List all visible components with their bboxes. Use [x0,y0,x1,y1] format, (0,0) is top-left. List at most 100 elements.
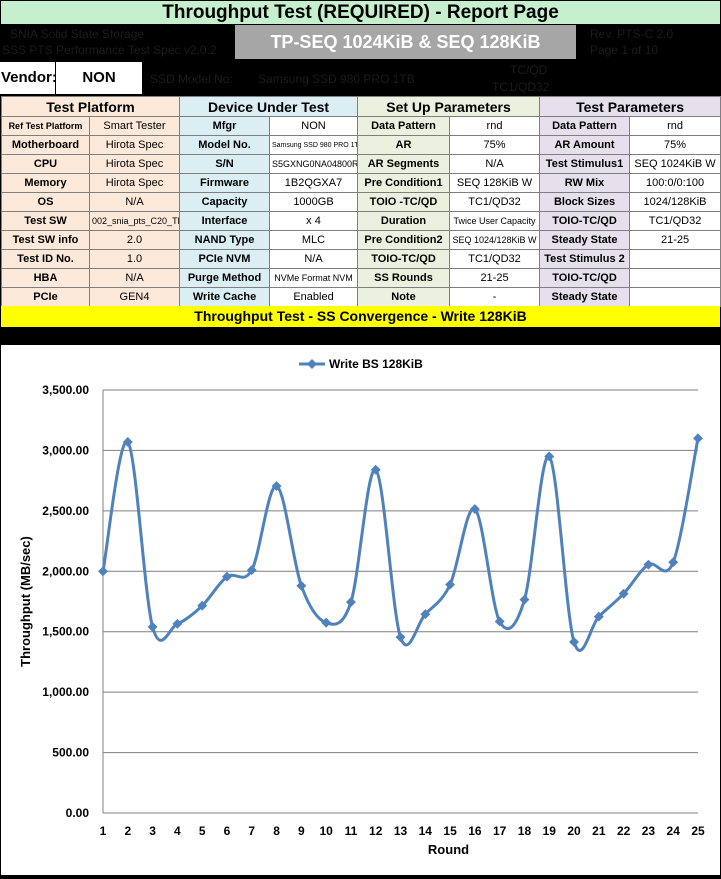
table-cell: TC1/QD32 [629,211,721,231]
table-cell: Test SW [1,211,90,231]
table-cell: TOIO-TC/QD [539,211,631,231]
table-header-row: Test Platform Device Under Test Set Up P… [1,96,721,117]
table-cell: N/A [269,249,358,269]
y-tick-label: 2,500.00 [42,504,89,518]
data-point [98,566,108,577]
table-cell: Test Stimulus1 [539,154,631,174]
table-cell: Hirota Spec [89,154,180,174]
table-cell: PCIe NVM [179,249,270,269]
x-tick-label: 6 [224,824,231,838]
header-left-top: SNIA Solid State Storage [10,27,145,41]
table-cell: Smart Tester [89,116,180,136]
table-cell: Block Sizes [539,192,631,212]
x-tick-label: 12 [369,824,383,838]
table-cell [629,287,721,307]
data-point [569,637,579,647]
table-cell: Pre Condition1 [357,173,450,193]
table-cell: Enabled [269,287,358,307]
data-point [445,579,456,590]
header-device-under-test: Device Under Test [179,96,358,117]
data-point [197,600,208,611]
table-cell: 21-25 [448,268,541,288]
table-cell: RW Mix [539,173,631,193]
y-tick-label: 1,000.00 [42,685,89,699]
table-cell: TOIO -TC/QD [357,192,450,212]
table-row: Test SW 002_snia_pts_C20_TP Interface x 4 Du… [1,211,721,231]
series-line [101,438,700,652]
table-cell: 1B2QGXA7 [269,173,358,193]
table-cell: - [448,287,541,307]
x-tick-label: 24 [667,824,681,838]
table-cell: AR Segments [357,154,450,174]
table-cell: N/A [448,154,541,174]
table-cell [629,249,721,269]
x-tick-label: 23 [642,824,656,838]
data-point [668,557,679,568]
table-cell: 1000GB [269,192,358,212]
table-row: CPU Hirota Spec S/N S5GXNG0NA04800R AR Segme… [1,154,721,174]
table-cell: NAND Type [179,230,270,250]
x-tick-label: 18 [518,824,532,838]
x-tick-label: 25 [691,824,705,838]
table-cell: rnd [629,116,721,136]
table-cell: 75% [448,135,541,155]
table-cell: 002_snia_pts_C20_TP [89,211,180,231]
table-row: Ref Test Platform Smart Tester Mfgr NON Data… [1,116,721,136]
header-setup-parameters: Set Up Parameters [356,96,541,117]
table-cell: Interface [179,211,270,231]
table-cell: Test Stimulus 2 [539,249,631,269]
data-point [147,621,158,632]
vendor-label: Vendor: [0,62,57,94]
vendor-value: NON [56,62,142,94]
table-cell: TC1/QD32 [448,249,541,269]
x-tick-label: 1 [100,824,107,838]
table-cell: PCIe [1,287,90,307]
x-tick-label: 16 [468,824,482,838]
table-cell: Hirota Spec [89,135,180,155]
x-tick-label: 17 [493,824,507,838]
table-cell: Test SW info [1,230,90,250]
table-cell: 1.0 [89,249,180,269]
x-tick-label: 11 [345,824,358,838]
data-point [345,597,356,608]
parameters-table: Test Platform Device Under Test Set Up P… [1,96,721,307]
data-point [246,565,257,576]
table-cell: TOIO-TC/QD [539,268,631,288]
table-row: OS N/A Capacity 1000GB TOIO -TC/QD TC1/QD32 Bl… [1,192,721,212]
header-left-bottom: SSS PTS Performance Test Spec v2.0.2 [2,43,217,57]
data-point [693,433,703,444]
x-tick-label: 15 [443,824,457,838]
table-cell: OS [1,192,90,212]
y-tick-label: 3,000.00 [42,443,89,457]
data-point [593,611,604,622]
data-point [321,617,332,628]
report-title: Throughput Test (REQUIRED) - Report Page [1,1,720,24]
table-cell: Ref Test Platform [1,116,90,136]
data-point [618,588,629,599]
table-cell: Capacity [179,192,270,212]
table-cell: Hirota Spec [89,173,180,193]
header-right-bottom: Page 1 of 10 [590,43,659,57]
section-banner: Throughput Test - SS Convergence - Write… [1,306,720,327]
table-cell: SS Rounds [357,268,450,288]
table-cell: Motherboard [1,135,90,155]
table-cell: SEQ 128KiB W [448,173,541,193]
table-cell: AR Amount [539,135,631,155]
table-cell: Test ID No. [1,249,90,269]
table-cell: N/A [89,192,180,212]
x-tick-label: 5 [199,824,206,838]
table-cell [629,268,721,288]
table-row: Motherboard Hirota Spec Model No. Samsung S… [1,135,721,155]
data-point [519,594,530,605]
table-cell: 1024/128KiB [629,192,721,212]
table-cell: AR [357,135,450,155]
table-cell: Firmware [179,173,270,193]
table-cell: Twice User Capacity [448,211,541,231]
table-cell: TC1/QD32 [448,192,541,212]
chart-area: 0.00 500.00 1,000.00 1,500.00 2,000.00 2,500.… [1,345,720,875]
y-tick-label: 0.00 [66,806,90,820]
table-cell: Purge Method [179,268,270,288]
table-row: Test SW info 2.0 NAND Type MLC Pre Condition… [1,230,721,250]
y-tick-label: 500.00 [52,746,89,760]
